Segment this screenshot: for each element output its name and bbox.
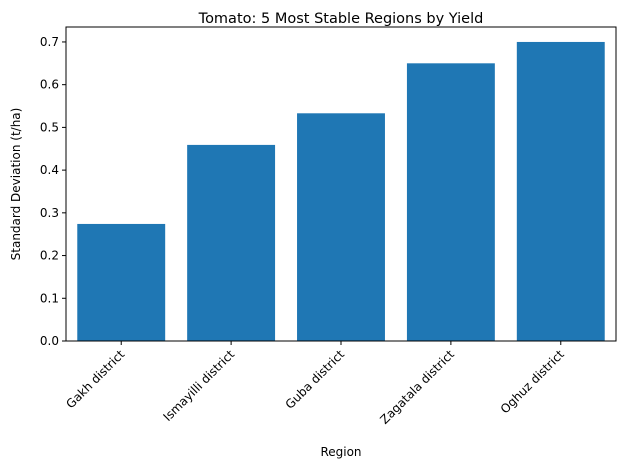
y-tick-label: 0.3: [40, 206, 59, 220]
bar: [516, 41, 605, 341]
bar: [77, 223, 166, 341]
chart-title: Tomato: 5 Most Stable Regions by Yield: [198, 11, 484, 27]
bar: [297, 113, 385, 341]
bar: [187, 144, 276, 341]
plot-frame: [65, 26, 617, 342]
y-tick-label: 0.7: [40, 35, 59, 49]
y-tick-label: 0.6: [40, 78, 59, 92]
y-tick-label: 0.0: [40, 334, 59, 348]
y-tick-label: 0.2: [40, 249, 59, 263]
y-tick-label: 0.5: [40, 120, 59, 134]
x-axis-label: Region: [320, 445, 361, 459]
x-tick-label: Oghuz district: [498, 347, 567, 416]
x-tick-label: Gakh district: [63, 347, 127, 411]
y-tick-label: 0.4: [40, 163, 59, 177]
x-tick-label: Zagatala district: [377, 347, 457, 427]
y-axis-label: Standard Deviation (t/ha): [9, 108, 23, 261]
x-tick-label: Ismayilli district: [160, 347, 237, 424]
bar: [406, 63, 495, 341]
y-tick-label: 0.1: [40, 291, 59, 305]
x-tick-label: Guba district: [283, 347, 348, 412]
